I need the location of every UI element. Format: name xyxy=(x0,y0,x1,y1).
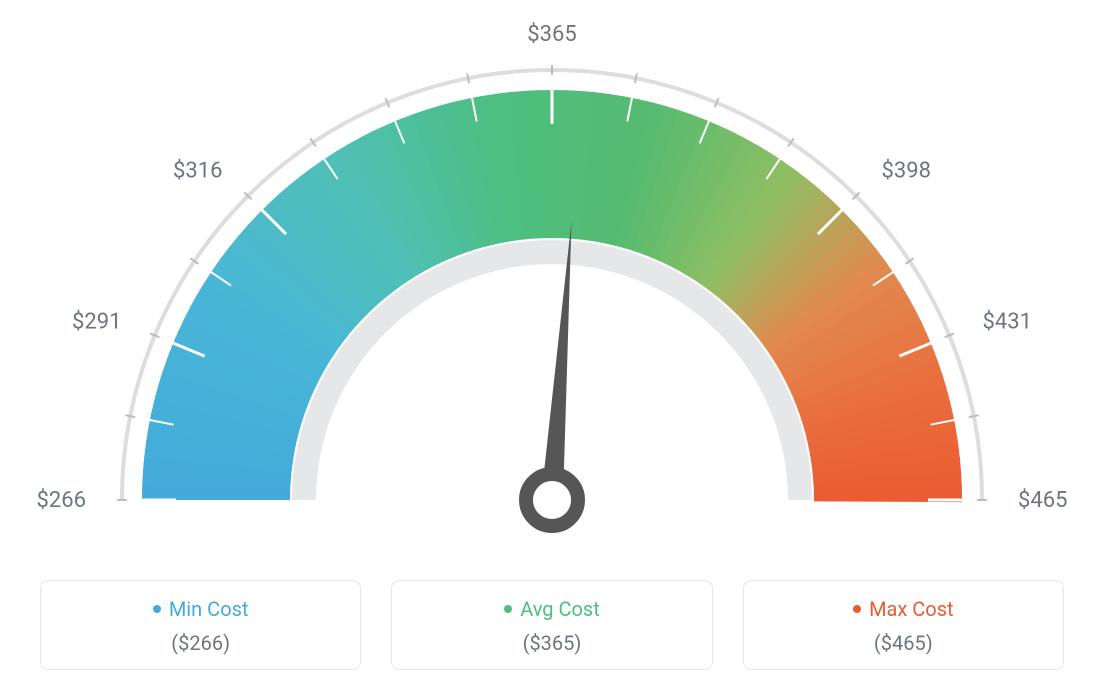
legend-card-avg: Avg Cost ($365) xyxy=(391,580,712,670)
legend-card-min: Min Cost ($266) xyxy=(40,580,361,670)
gauge-tick-label: $291 xyxy=(72,310,121,335)
gauge-tick-label: $266 xyxy=(37,488,86,513)
gauge-chart: $266 $291 $316 $365 $398 $431 $465 xyxy=(0,0,1104,560)
gauge-outer-tick xyxy=(969,415,979,417)
legend-row: Min Cost ($266) Avg Cost ($365) Max Cost ($46… xyxy=(40,580,1064,670)
legend-dot-icon xyxy=(853,605,861,613)
legend-title: Min Cost xyxy=(153,597,249,621)
legend-value: ($465) xyxy=(752,631,1055,655)
gauge-tick-label: $398 xyxy=(882,158,931,183)
gauge-outer-tick xyxy=(467,73,469,83)
legend-label: Min Cost xyxy=(169,597,249,621)
legend-title: Max Cost xyxy=(853,597,954,621)
gauge-tick-label: $365 xyxy=(527,22,576,47)
gauge-outer-tick xyxy=(635,73,637,83)
legend-label: Max Cost xyxy=(869,597,954,621)
gauge-needle-hub xyxy=(526,474,578,526)
gauge-svg: $266 $291 $316 $365 $398 $431 $465 xyxy=(0,0,1104,560)
legend-value: ($365) xyxy=(400,631,703,655)
legend-dot-icon xyxy=(153,605,161,613)
gauge-tick-label: $431 xyxy=(983,310,1032,335)
gauge-outer-tick xyxy=(125,415,135,417)
legend-value: ($266) xyxy=(49,631,352,655)
legend-dot-icon xyxy=(504,605,512,613)
legend-card-max: Max Cost ($465) xyxy=(743,580,1064,670)
gauge-tick-label: $465 xyxy=(1018,488,1067,513)
legend-title: Avg Cost xyxy=(504,597,600,621)
gauge-tick-label: $316 xyxy=(173,158,222,183)
legend-label: Avg Cost xyxy=(520,597,600,621)
